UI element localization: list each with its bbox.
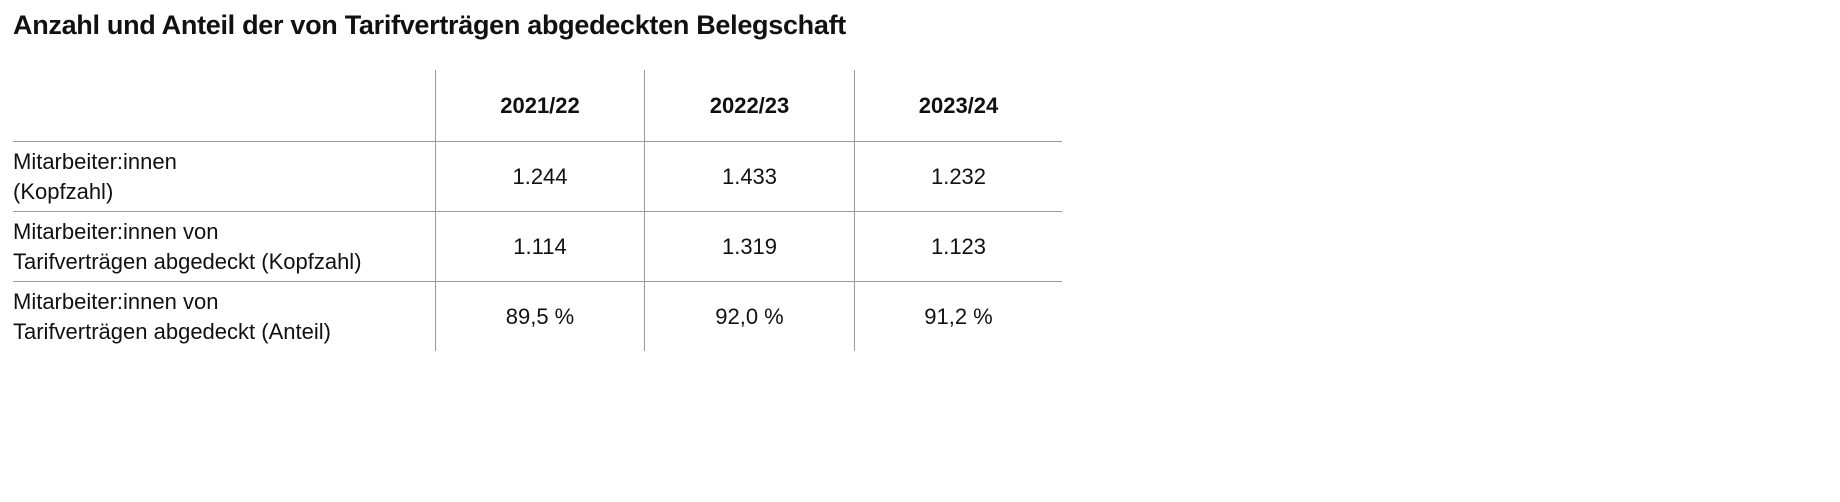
column-header: 2021/22 (435, 70, 645, 142)
column-header: 2022/23 (644, 70, 855, 142)
data-table: 2021/22 2022/23 2023/24 Mitarbeiter:innen (… (13, 70, 1062, 351)
table-cell: 1.232 (854, 141, 1062, 212)
table-body: Mitarbeiter:innen (Kopfzahl) 1.244 1.433 1.2… (13, 141, 1062, 351)
column-header: 2023/24 (854, 70, 1062, 142)
table-cell: 1.319 (644, 211, 855, 282)
table-cell: 92,0 % (644, 281, 855, 351)
row-label-line: Mitarbeiter:innen von (13, 288, 219, 314)
row-label-line: Tarifverträgen abgedeckt (Kopfzahl) (13, 248, 362, 274)
header-row: 2021/22 2022/23 2023/24 (13, 70, 1062, 142)
table-cell: 91,2 % (854, 281, 1062, 351)
table-cell: 1.433 (644, 141, 855, 212)
table-row: Mitarbeiter:innen von Tarifverträgen abge… (13, 281, 1062, 351)
row-label: Mitarbeiter:innen von Tarifverträgen abge… (13, 281, 436, 351)
row-label-line: Tarifverträgen abgedeckt (Anteil) (13, 318, 331, 344)
table-row: Mitarbeiter:innen (Kopfzahl) 1.244 1.433 1.2… (13, 141, 1062, 212)
table-cell: 1.244 (435, 141, 645, 212)
corner-cell (13, 70, 436, 142)
row-label-line: Mitarbeiter:innen (13, 148, 177, 174)
table-cell: 1.114 (435, 211, 645, 282)
row-label: Mitarbeiter:innen (Kopfzahl) (13, 141, 436, 212)
title: Anzahl und Anteil der von Tarifverträgen… (13, 10, 846, 40)
row-label-line: (Kopfzahl) (13, 178, 114, 204)
row-label-line: Mitarbeiter:innen von (13, 218, 219, 244)
table-cell: 89,5 % (435, 281, 645, 351)
table-cell: 1.123 (854, 211, 1062, 282)
table-row: Mitarbeiter:innen von Tarifverträgen abge… (13, 211, 1062, 282)
row-label: Mitarbeiter:innen von Tarifverträgen abge… (13, 211, 436, 282)
